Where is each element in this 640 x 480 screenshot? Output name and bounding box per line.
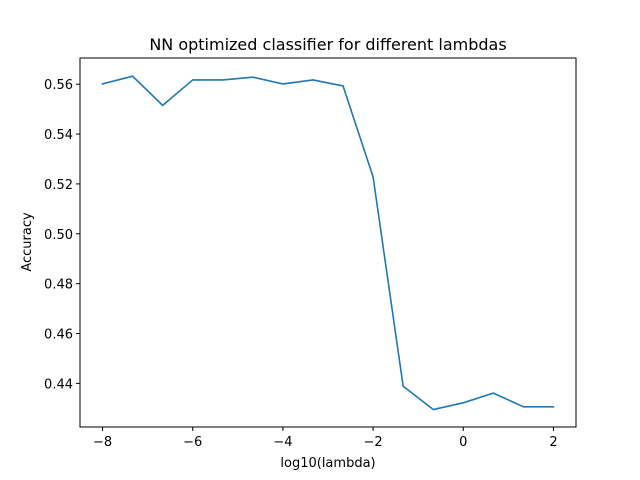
x-tick-label: 2 — [549, 435, 557, 450]
plot-area — [101, 75, 555, 411]
x-axis-label: log10(lambda) — [280, 456, 375, 471]
y-tick-label: 0.46 — [44, 328, 73, 343]
chart-title: NN optimized classifier for different la… — [149, 35, 506, 54]
y-tick-label: 0.52 — [44, 178, 73, 193]
axes: −8 −6 −4 −2 0 2 0.44 0.46 0.48 0.50 0.52 0.54 0.56 — [44, 57, 577, 450]
x-tick-label: −8 — [93, 435, 112, 450]
x-tick-label: −4 — [273, 435, 292, 450]
y-tick-label: 0.48 — [44, 278, 73, 293]
x-tick-label: 0 — [459, 435, 467, 450]
axes-frame — [79, 57, 577, 428]
y-tick-label: 0.54 — [44, 128, 73, 143]
y-axis-label: Accuracy — [20, 212, 35, 272]
x-tick-label: −2 — [364, 435, 383, 450]
y-tick-label: 0.56 — [44, 78, 73, 93]
x-tick-label: −6 — [183, 435, 202, 450]
series-line-0 — [101, 75, 555, 411]
y-tick-label: 0.44 — [44, 377, 73, 392]
y-tick-label: 0.50 — [44, 228, 73, 243]
